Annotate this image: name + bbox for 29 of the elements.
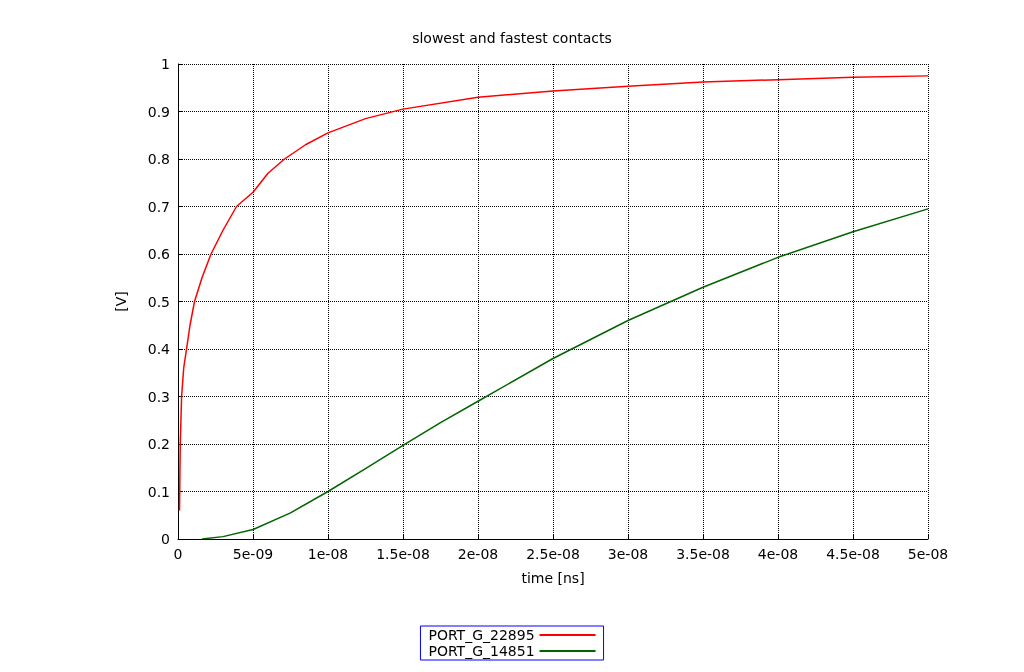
x-tick-label: 4e-08 [757,546,799,562]
x-tick-label: 5e-08 [907,546,949,562]
y-tick-label: 0.8 [147,151,170,167]
line-series [201,208,929,540]
y-tick-label: 1 [161,56,170,72]
x-tick-label: 1e-08 [307,546,349,562]
y-axis-title: [V] [113,291,129,312]
y-tick-label: 0.1 [147,483,170,500]
legend-label: PORT_G_14851 [428,643,535,659]
x-tick-label: 0 [173,546,183,562]
x-tick-label: 3e-08 [607,546,649,562]
x-axis-title: time [ns] [521,570,585,586]
y-tick-label: 0.4 [147,341,171,357]
line-series [178,75,929,512]
chart-title: slowest and fastest contacts [412,30,612,46]
y-tick-label: 0.6 [147,246,171,262]
y-tick-label: 0.3 [147,388,170,405]
x-tick-label: 4.5e-08 [826,546,880,562]
y-tick-label: 0.5 [147,293,170,310]
x-tick-label: 1.5e-08 [376,546,430,562]
x-tick-label: 5e-09 [232,546,274,562]
y-tick-label: 0.2 [147,436,170,452]
legend-label: PORT_G_22895 [428,627,535,643]
x-tick-label: 2e-08 [457,546,499,562]
y-tick-label: 0.9 [147,103,170,120]
x-tick-label: 2.5e-08 [526,546,580,562]
x-tick-label: 3.5e-08 [676,546,730,562]
y-tick-label: 0.7 [147,198,170,215]
y-tick-label: 0 [161,531,170,547]
